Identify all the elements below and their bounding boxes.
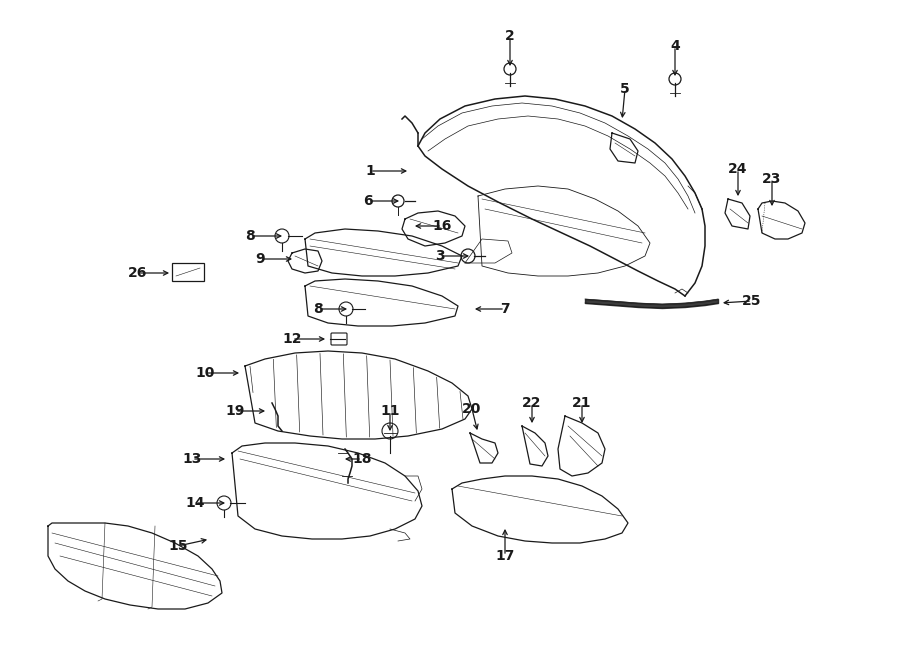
Text: 14: 14	[185, 496, 205, 510]
Text: 17: 17	[495, 549, 515, 563]
Text: 3: 3	[436, 249, 445, 263]
Text: 26: 26	[129, 266, 148, 280]
Text: 18: 18	[352, 452, 372, 466]
Text: 8: 8	[245, 229, 255, 243]
Text: 10: 10	[195, 366, 215, 380]
Text: 7: 7	[500, 302, 509, 316]
Text: 22: 22	[522, 396, 542, 410]
Text: 15: 15	[168, 539, 188, 553]
Text: 1: 1	[365, 164, 375, 178]
Text: 24: 24	[728, 162, 748, 176]
Text: 2: 2	[505, 29, 515, 43]
Text: 12: 12	[283, 332, 302, 346]
Text: 9: 9	[256, 252, 265, 266]
Text: 8: 8	[313, 302, 323, 316]
Text: 4: 4	[670, 39, 680, 53]
Text: 19: 19	[225, 404, 245, 418]
Text: 6: 6	[364, 194, 373, 208]
Text: 25: 25	[742, 294, 761, 308]
Text: 5: 5	[620, 82, 630, 96]
Text: 13: 13	[183, 452, 202, 466]
Text: 23: 23	[762, 172, 782, 186]
Text: 20: 20	[463, 402, 482, 416]
Text: 21: 21	[572, 396, 592, 410]
Text: 16: 16	[432, 219, 452, 233]
Text: 11: 11	[380, 404, 400, 418]
